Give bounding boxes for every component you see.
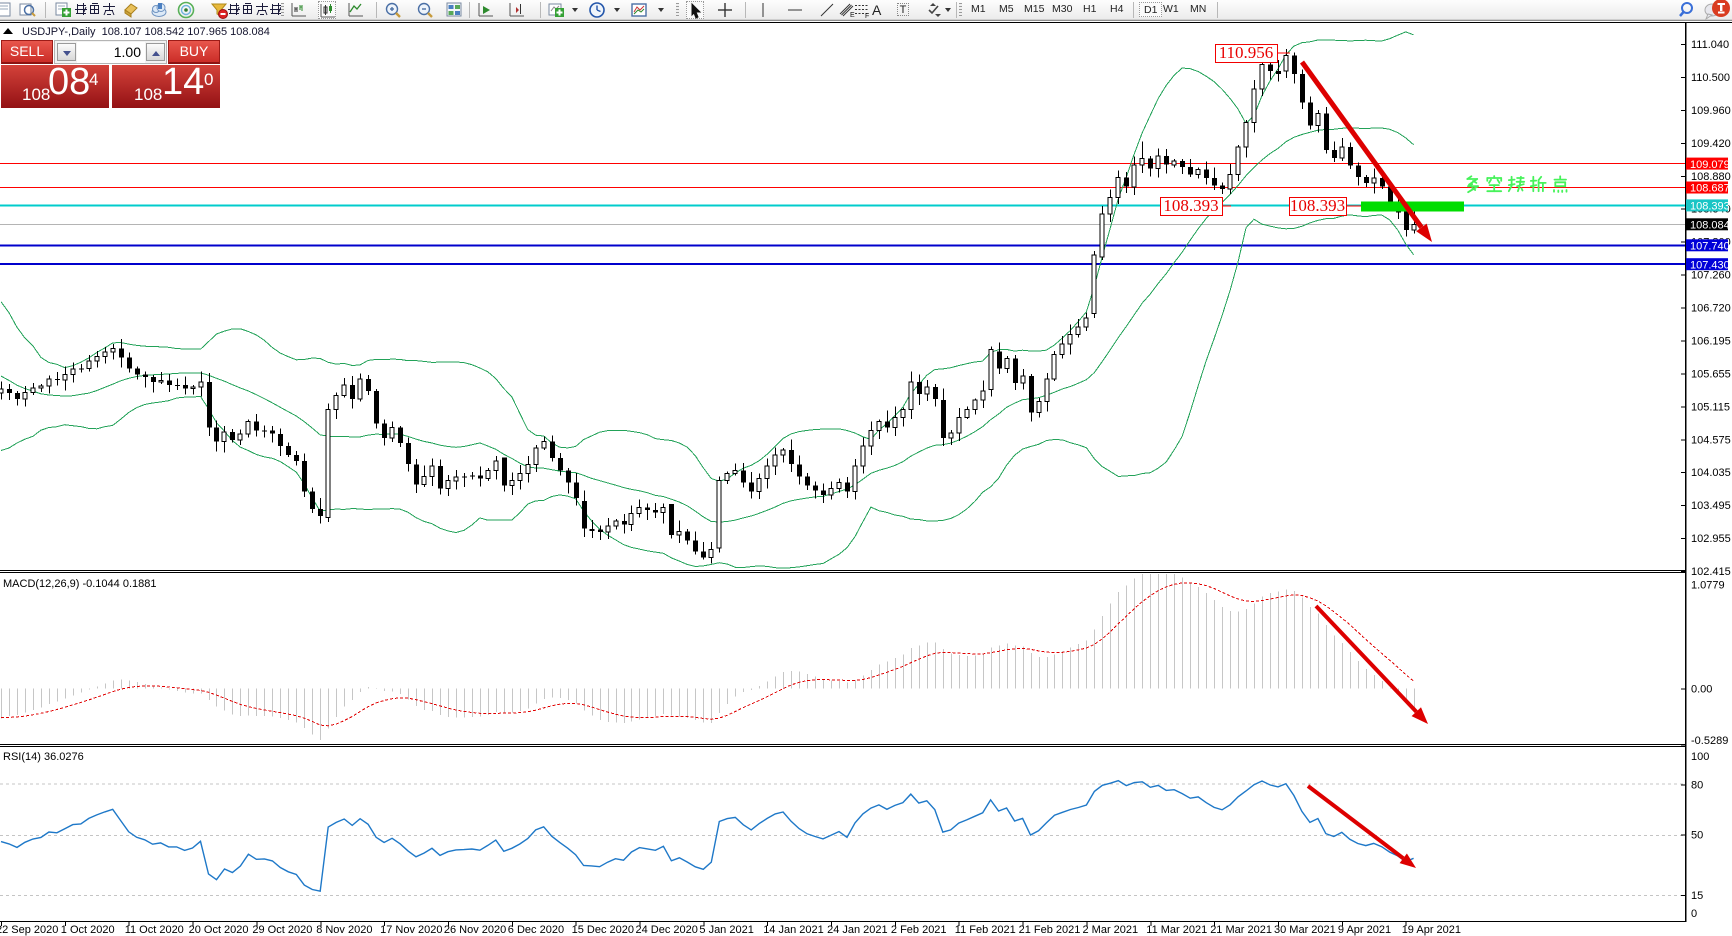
svg-text:104.035: 104.035 [1691,467,1731,479]
svg-text:109.079: 109.079 [1690,159,1730,171]
svg-text:108.084: 108.084 [1690,220,1730,232]
svg-text:108.687: 108.687 [1690,183,1730,195]
svg-text:29 Oct 2020: 29 Oct 2020 [252,924,312,936]
svg-text:105.115: 105.115 [1691,401,1730,413]
svg-text:-0.5289: -0.5289 [1691,735,1728,747]
svg-text:11 Feb 2021: 11 Feb 2021 [955,924,1016,936]
svg-text:110.500: 110.500 [1691,72,1730,84]
svg-text:11 Oct 2020: 11 Oct 2020 [125,924,184,936]
svg-text:24 Dec 2020: 24 Dec 2020 [636,924,698,936]
svg-text:0: 0 [1691,908,1697,920]
svg-text:108.393: 108.393 [1290,196,1345,215]
svg-text:106.720: 106.720 [1691,303,1731,315]
svg-text:30 Mar 2021: 30 Mar 2021 [1274,924,1336,936]
svg-text:2 Mar 2021: 2 Mar 2021 [1083,924,1139,936]
svg-text:107.260: 107.260 [1691,270,1731,282]
svg-text:19 Apr 2021: 19 Apr 2021 [1402,924,1461,936]
svg-text:21 Feb 2021: 21 Feb 2021 [1019,924,1081,936]
svg-text:22 Sep 2020: 22 Sep 2020 [0,924,58,936]
svg-text:80: 80 [1691,779,1703,791]
svg-text:9 Apr 2021: 9 Apr 2021 [1338,924,1391,936]
svg-text:11 Mar 2021: 11 Mar 2021 [1146,924,1207,936]
svg-text:107.740: 107.740 [1690,241,1730,253]
svg-text:108.393: 108.393 [1690,201,1730,213]
svg-text:E: E [850,12,855,19]
svg-text:108.880: 108.880 [1691,171,1731,183]
svg-text:1.0779: 1.0779 [1691,580,1725,592]
svg-text:102.955: 102.955 [1691,533,1731,545]
svg-text:102.415: 102.415 [1691,566,1731,578]
svg-text:104.575: 104.575 [1691,434,1731,446]
svg-text:15: 15 [1691,890,1703,902]
svg-text:15 Dec 2020: 15 Dec 2020 [572,924,634,936]
svg-text:0.00: 0.00 [1691,684,1712,696]
svg-text:14 Jan 2021: 14 Jan 2021 [763,924,824,936]
svg-text:108.393: 108.393 [1163,196,1218,215]
svg-text:100: 100 [1691,751,1709,763]
svg-text:26 Nov 2020: 26 Nov 2020 [444,924,506,936]
svg-text:8 Nov 2020: 8 Nov 2020 [316,924,372,936]
svg-text:103.495: 103.495 [1691,500,1731,512]
svg-text:109.420: 109.420 [1691,138,1731,150]
svg-text:109.960: 109.960 [1691,105,1731,117]
svg-text:105.655: 105.655 [1691,368,1731,380]
svg-text:5 Jan 2021: 5 Jan 2021 [699,924,753,936]
svg-text:24 Jan 2021: 24 Jan 2021 [827,924,888,936]
svg-text:6 Dec 2020: 6 Dec 2020 [508,924,564,936]
svg-text:2 Feb 2021: 2 Feb 2021 [891,924,947,936]
svg-text:106.195: 106.195 [1691,336,1731,348]
svg-text:107.430: 107.430 [1690,259,1730,271]
svg-text:1 Oct 2020: 1 Oct 2020 [61,924,115,936]
svg-text:20 Oct 2020: 20 Oct 2020 [189,924,249,936]
svg-text:21 Mar 2021: 21 Mar 2021 [1210,924,1272,936]
svg-text:110.956: 110.956 [1219,43,1274,62]
svg-text:50: 50 [1691,829,1703,841]
svg-text:111.040: 111.040 [1691,39,1729,51]
svg-text:17 Nov 2020: 17 Nov 2020 [380,924,442,936]
svg-text:F: F [865,13,869,19]
